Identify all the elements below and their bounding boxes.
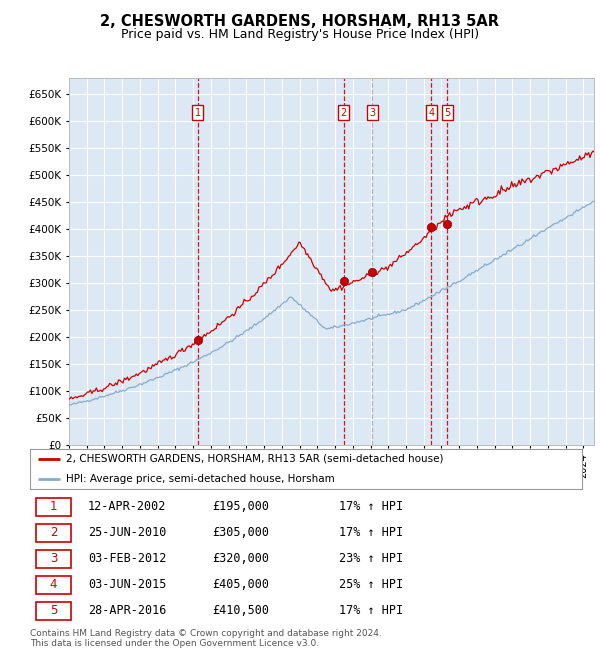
Text: 1: 1 bbox=[195, 108, 201, 118]
Text: 3: 3 bbox=[50, 552, 57, 566]
Text: 03-FEB-2012: 03-FEB-2012 bbox=[88, 552, 166, 566]
Text: £405,000: £405,000 bbox=[212, 578, 269, 592]
Text: 25% ↑ HPI: 25% ↑ HPI bbox=[339, 578, 403, 592]
Text: 17% ↑ HPI: 17% ↑ HPI bbox=[339, 604, 403, 617]
Text: HPI: Average price, semi-detached house, Horsham: HPI: Average price, semi-detached house,… bbox=[66, 474, 335, 484]
Text: 2, CHESWORTH GARDENS, HORSHAM, RH13 5AR (semi-detached house): 2, CHESWORTH GARDENS, HORSHAM, RH13 5AR … bbox=[66, 454, 443, 463]
Text: 3: 3 bbox=[369, 108, 375, 118]
Text: 2: 2 bbox=[50, 526, 57, 539]
FancyBboxPatch shape bbox=[35, 550, 71, 568]
FancyBboxPatch shape bbox=[35, 602, 71, 620]
FancyBboxPatch shape bbox=[35, 498, 71, 516]
Text: 23% ↑ HPI: 23% ↑ HPI bbox=[339, 552, 403, 566]
Text: 28-APR-2016: 28-APR-2016 bbox=[88, 604, 166, 617]
Text: 17% ↑ HPI: 17% ↑ HPI bbox=[339, 500, 403, 514]
Text: 25-JUN-2010: 25-JUN-2010 bbox=[88, 526, 166, 539]
Text: £410,500: £410,500 bbox=[212, 604, 269, 617]
FancyBboxPatch shape bbox=[35, 524, 71, 542]
Text: 03-JUN-2015: 03-JUN-2015 bbox=[88, 578, 166, 592]
Text: 2: 2 bbox=[340, 108, 347, 118]
Text: 5: 5 bbox=[444, 108, 450, 118]
Text: 2, CHESWORTH GARDENS, HORSHAM, RH13 5AR: 2, CHESWORTH GARDENS, HORSHAM, RH13 5AR bbox=[101, 14, 499, 29]
Text: Contains HM Land Registry data © Crown copyright and database right 2024.
This d: Contains HM Land Registry data © Crown c… bbox=[30, 629, 382, 648]
Text: 12-APR-2002: 12-APR-2002 bbox=[88, 500, 166, 514]
Text: 4: 4 bbox=[428, 108, 434, 118]
Text: £320,000: £320,000 bbox=[212, 552, 269, 566]
Text: 17% ↑ HPI: 17% ↑ HPI bbox=[339, 526, 403, 539]
Text: Price paid vs. HM Land Registry's House Price Index (HPI): Price paid vs. HM Land Registry's House … bbox=[121, 28, 479, 41]
FancyBboxPatch shape bbox=[35, 576, 71, 594]
Text: £305,000: £305,000 bbox=[212, 526, 269, 539]
Text: 5: 5 bbox=[50, 604, 57, 617]
Text: £195,000: £195,000 bbox=[212, 500, 269, 514]
Text: 1: 1 bbox=[50, 500, 57, 514]
Text: 4: 4 bbox=[50, 578, 57, 592]
